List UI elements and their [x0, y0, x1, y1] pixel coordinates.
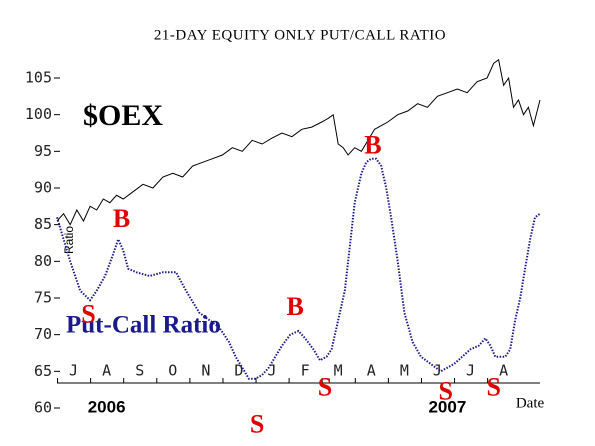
signal-marker: S [486, 373, 500, 402]
x-tick-label: N [201, 362, 210, 380]
x-tick-label: M [334, 362, 343, 380]
series-label: $OEX [83, 99, 163, 132]
signal-marker: B [113, 204, 130, 233]
signal-marker: B [287, 292, 304, 321]
signal-marker: S [250, 409, 264, 438]
x-tick-label: J [268, 362, 277, 380]
signal-marker: S [81, 299, 95, 328]
y-tick-label: 60 [34, 399, 52, 417]
x-tick-label: J [69, 362, 78, 380]
y-tick-label: 90 [34, 179, 52, 197]
signal-marker: B [364, 131, 381, 160]
x-axis-label: Date [516, 395, 545, 411]
signal-marker: S [438, 376, 452, 405]
x-tick-label: A [367, 362, 376, 380]
y-tick-label: 65 [34, 362, 52, 380]
series-line [56, 58, 541, 226]
y-tick-label: 95 [34, 142, 52, 160]
x-tick-label: D [234, 362, 243, 380]
x-tick-label: O [168, 362, 177, 380]
y-tick-label: 75 [34, 289, 52, 307]
y-tick-label: 80 [34, 252, 52, 270]
x-tick-label: J [433, 362, 442, 380]
y-tick-label: 85 [34, 215, 52, 233]
x-tick-label: A [499, 362, 508, 380]
x-tick-label: J [466, 362, 475, 380]
year-label: 2006 [88, 397, 126, 416]
x-tick-label: S [135, 362, 144, 380]
y-axis-label: Ratio [62, 226, 76, 254]
y-tick-label: 70 [34, 325, 52, 343]
signal-marker: S [318, 373, 332, 402]
series-label: Put-Call Ratio [66, 312, 221, 339]
y-tick-label: 100 [25, 105, 52, 123]
series-line [56, 157, 541, 380]
year-label: 2007 [428, 397, 466, 416]
x-tick-label: A [102, 362, 111, 380]
x-tick-label: M [400, 362, 409, 380]
x-tick-label: F [301, 362, 310, 380]
y-tick-label: 105 [25, 69, 52, 87]
chart-title: 21-DAY EQUITY ONLY PUT/CALL RATIO [154, 27, 446, 43]
